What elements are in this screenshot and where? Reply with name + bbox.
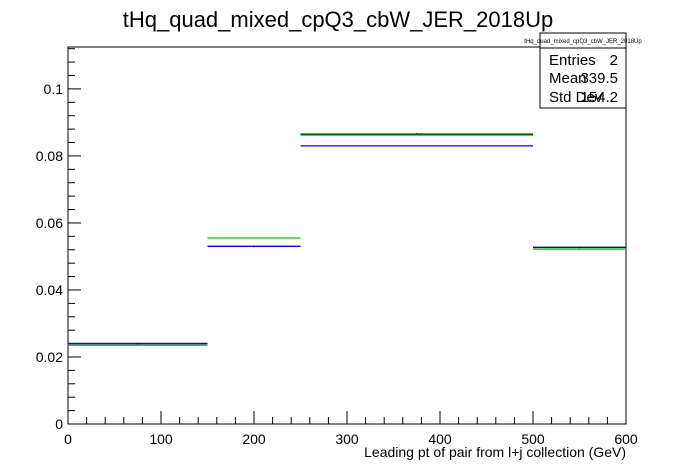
x-tick-label: 100 xyxy=(149,431,173,447)
y-tick-label: 0 xyxy=(55,416,63,432)
y-axis: 0 0.02 0.04 0.06 0.08 0.1 xyxy=(36,48,81,432)
x-tick-label: 300 xyxy=(335,431,359,447)
y-tick-label: 0.1 xyxy=(44,81,64,97)
stats-mean-label: Mean xyxy=(549,70,587,87)
y-tick-label: 0.06 xyxy=(36,215,63,231)
x-axis-label: Leading pt of pair from l+j collection (… xyxy=(364,444,626,460)
chart-title: tHq_quad_mixed_cpQ3_cbW_JER_2018Up xyxy=(123,7,553,32)
x-tick-label: 600 xyxy=(614,431,638,447)
stats-box: tHq_quad_mixed_cpQ3_cbW_JER_2018Up Entri… xyxy=(524,32,642,109)
stats-box-title: tHq_quad_mixed_cpQ3_cbW_JER_2018Up xyxy=(524,39,642,45)
histogram-series xyxy=(68,133,626,346)
stats-stddev-label: Std Dev xyxy=(549,89,603,106)
stats-stddev-value: 154.2 xyxy=(580,89,618,106)
y-tick-label: 0.08 xyxy=(36,148,63,164)
stats-mean-value: 339.5 xyxy=(580,70,618,87)
stats-entries-label: Entries xyxy=(549,52,596,69)
stats-entries-value: 2 xyxy=(610,52,618,69)
x-tick-label: 400 xyxy=(428,431,452,447)
x-tick-label: 200 xyxy=(242,431,266,447)
x-axis: 0 100 200 300 400 500 600 xyxy=(64,411,638,447)
x-tick-label: 500 xyxy=(521,431,545,447)
y-tick-label: 0.04 xyxy=(36,282,63,298)
y-tick-label: 0.02 xyxy=(36,349,63,365)
x-tick-label: 0 xyxy=(64,431,72,447)
